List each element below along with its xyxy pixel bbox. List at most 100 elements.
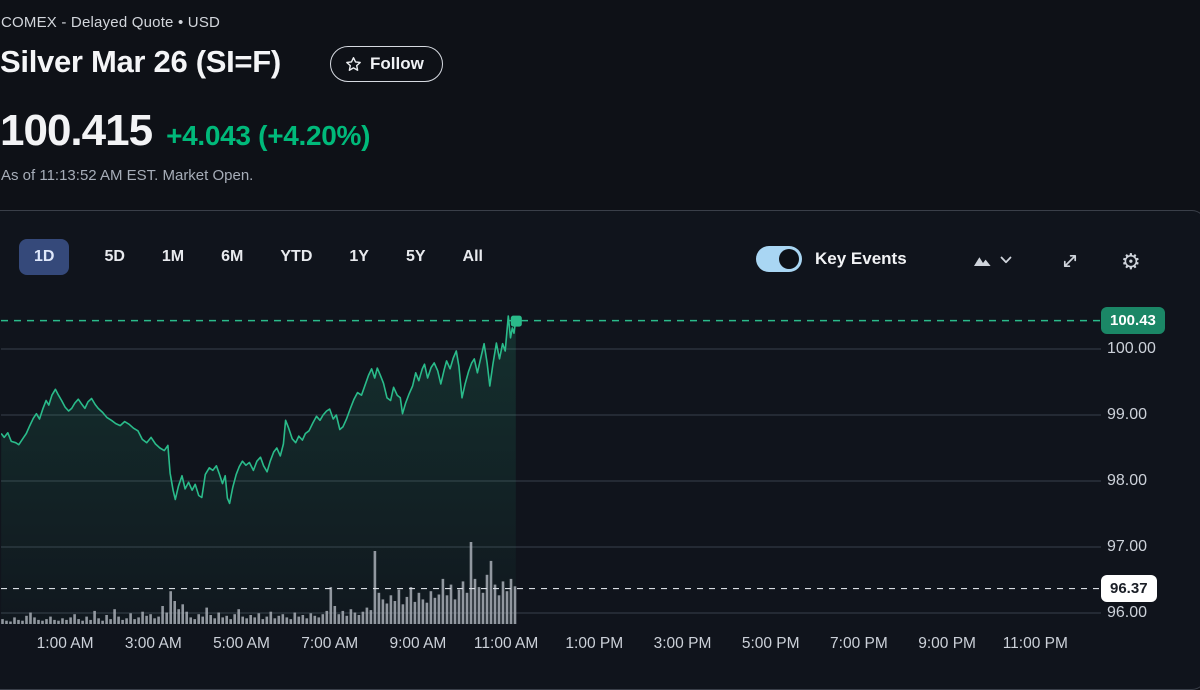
volume-bar: [61, 618, 64, 624]
volume-bar: [217, 612, 220, 624]
chart-card: 1D 5D 1M 6M YTD 1Y 5Y All Key Events ⚙︎: [0, 210, 1200, 690]
range-tab-5y[interactable]: 5Y: [405, 248, 426, 265]
volume-bar: [1, 619, 4, 624]
range-tab-1d[interactable]: 1D: [19, 239, 70, 275]
volume-bar: [233, 614, 236, 624]
range-tab-ytd[interactable]: YTD: [280, 248, 313, 265]
x-axis-tick-label: 11:00 AM: [473, 635, 539, 652]
volume-bar: [237, 609, 240, 624]
chevron-down-icon: [1000, 256, 1012, 264]
volume-bar: [173, 601, 176, 624]
volume-bar: [181, 604, 184, 624]
x-axis-tick-label: 7:00 PM: [830, 635, 888, 652]
volume-bar: [21, 620, 24, 624]
price-line: [1, 315, 517, 505]
volume-bar: [13, 617, 16, 624]
volume-bar: [197, 614, 200, 624]
current-price-badge: 100.43: [1101, 306, 1165, 334]
volume-bar: [393, 601, 397, 624]
chart-type-button[interactable]: [973, 253, 1012, 267]
volume-bar: [329, 587, 333, 624]
follow-button[interactable]: Follow: [330, 46, 443, 82]
volume-bar: [41, 620, 44, 624]
volume-bar: [69, 617, 72, 624]
range-tab-6m[interactable]: 6M: [221, 248, 244, 265]
toggle-knob: [779, 249, 799, 269]
exchange-meta-line: COMEX - Delayed Quote • USD: [1, 14, 221, 31]
x-axis-tick-label: 11:00 PM: [1002, 635, 1068, 652]
volume-bar: [309, 613, 313, 624]
x-axis-tick-label: 3:00 PM: [653, 635, 712, 652]
volume-bar: [333, 606, 337, 624]
x-axis-tick-label: 9:00 AM: [389, 635, 447, 652]
volume-bar: [413, 601, 417, 624]
chart-card-inner: 1D 5D 1M 6M YTD 1Y 5Y All Key Events ⚙︎: [1, 211, 1200, 689]
volume-bar: [245, 618, 248, 624]
volume-bar: [481, 592, 485, 624]
volume-bar: [205, 607, 208, 624]
key-events-group: Key Events: [756, 246, 907, 272]
last-price-marker: [510, 315, 522, 327]
volume-bar: [317, 617, 321, 624]
volume-bar: [349, 609, 353, 624]
volume-bar: [161, 606, 164, 624]
range-tab-5d[interactable]: 5D: [104, 248, 125, 265]
volume-bar: [477, 587, 481, 624]
volume-bar: [301, 615, 305, 624]
volume-bar: [429, 591, 433, 624]
volume-bar: [489, 560, 493, 624]
y-axis-tick-label: 99.00: [1107, 406, 1148, 423]
range-tabs: 1D 5D 1M 6M YTD 1Y 5Y All: [19, 239, 485, 275]
volume-bar: [325, 610, 329, 624]
volume-bar: [281, 614, 285, 624]
volume-bar: [277, 615, 281, 624]
volume-bar: [273, 618, 277, 624]
volume-bar: [369, 610, 373, 624]
volume-bar: [357, 615, 361, 624]
volume-bar: [269, 611, 273, 624]
volume-bar: [77, 619, 80, 624]
key-events-toggle[interactable]: [756, 246, 802, 272]
key-events-label: Key Events: [815, 249, 907, 268]
volume-bar: [5, 620, 8, 624]
range-tab-1m[interactable]: 1M: [161, 248, 185, 265]
y-axis-tick-label: 98.00: [1107, 472, 1148, 489]
volume-bar: [261, 619, 265, 624]
volume-bar: [241, 616, 244, 624]
volume-bar: [485, 574, 489, 624]
volume-bar: [465, 592, 469, 624]
volume-bar: [81, 620, 84, 624]
as-of-timestamp: As of 11:13:52 AM EST. Market Open.: [1, 167, 254, 184]
range-tab-1y[interactable]: 1Y: [349, 248, 369, 265]
settings-gear-icon[interactable]: ⚙︎: [1121, 249, 1141, 274]
price-area-fill: [1, 316, 516, 624]
volume-bar: [109, 619, 112, 624]
volume-bar: [73, 614, 76, 624]
volume-bar: [265, 616, 269, 624]
volume-bar: [85, 616, 88, 624]
x-axis-tick-label: 3:00 AM: [124, 635, 182, 652]
volume-bar: [401, 604, 405, 624]
price-chart-plot-area[interactable]: [1, 291, 1101, 641]
volume-bar: [381, 599, 385, 624]
volume-bar: [441, 578, 445, 624]
volume-bar: [433, 597, 437, 624]
volume-bar: [105, 615, 108, 624]
volume-bar: [113, 609, 116, 624]
volume-bar: [249, 615, 252, 624]
fullscreen-expand-icon[interactable]: [1061, 252, 1079, 270]
volume-bar: [229, 619, 232, 624]
volume-bar: [117, 616, 120, 624]
x-axis-tick-label: 7:00 AM: [301, 635, 359, 652]
volume-bar: [293, 612, 297, 624]
price-change: +4.043 (+4.20%): [166, 120, 371, 151]
volume-bar: [469, 542, 473, 624]
volume-bar: [37, 619, 40, 624]
volume-bar: [53, 619, 56, 624]
volume-bar: [313, 615, 317, 624]
quote-price-row: 100.415 +4.043 (+4.20%): [0, 106, 370, 156]
x-axis-tick-label: 5:00 PM: [741, 635, 800, 652]
range-tab-all[interactable]: All: [462, 248, 483, 265]
volume-bar: [389, 595, 393, 624]
volume-bar: [133, 619, 136, 624]
